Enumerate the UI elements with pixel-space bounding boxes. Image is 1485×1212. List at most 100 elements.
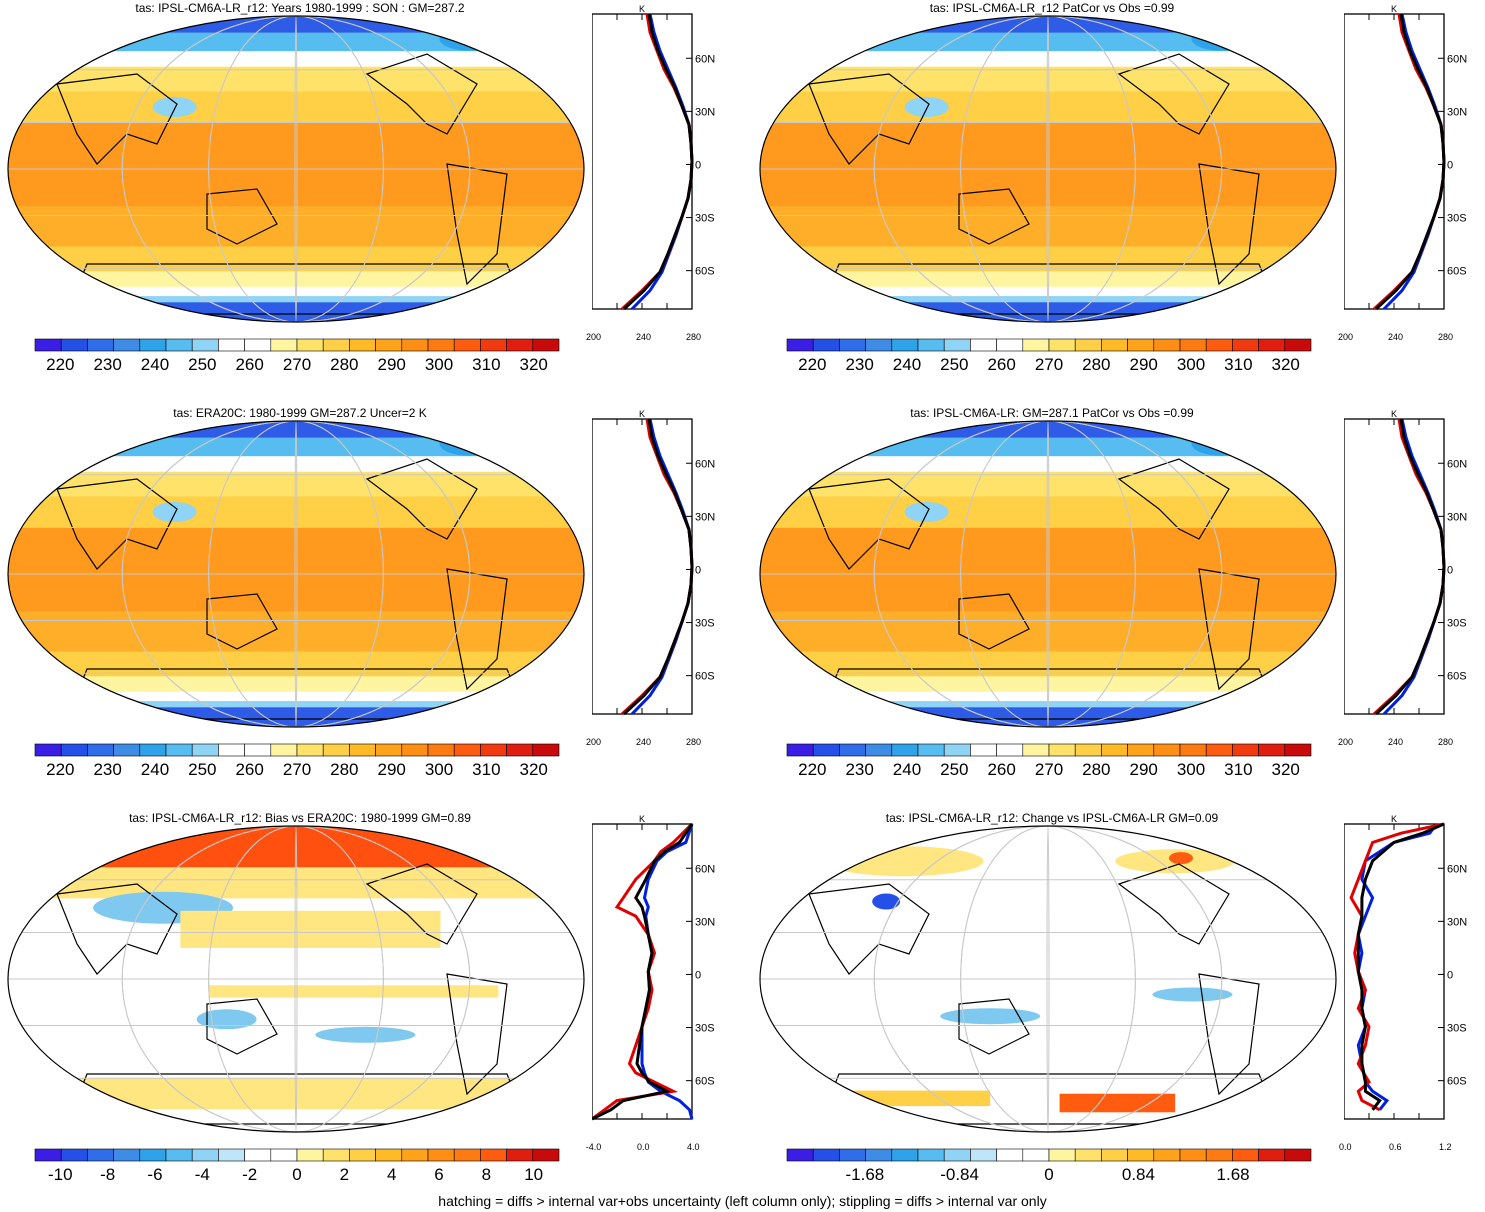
colorbar-label: 300 [424,355,454,374]
colorbar-swatch [786,743,814,757]
map-band [760,286,1336,298]
global-map [759,15,1337,323]
coastline [446,163,508,286]
global-map [7,420,585,728]
colorbar-swatch [1153,338,1181,352]
map-band [8,421,584,439]
lat-tick-label: 60N [1447,458,1467,470]
panel: tas: IPSL-CM6A-LR_r12: Change vs IPSL-CM… [752,810,1485,1210]
colorbar-swatch [786,1148,814,1162]
map-band [760,701,1336,709]
colorbar-swatch [1205,1148,1233,1162]
colorbar-label: 310 [472,760,501,779]
lat-tick-label: 60S [695,266,715,278]
colorbar-swatch [87,743,114,757]
panel: tas: IPSL-CM6A-LR_r12: Bias vs ERA20C: 1… [0,810,733,1210]
profile-line-model [620,418,694,716]
colorbar-swatch [218,743,245,757]
colorbar-label: 300 [1176,760,1206,779]
map-band [760,51,1336,68]
colorbar-label: 320 [519,760,548,779]
profile-x-tick: 200 [585,332,602,342]
colorbar-swatch [322,338,350,352]
colorbar-label: 260 [235,355,264,374]
lat-tick-label: 30N [695,916,715,928]
lat-tick-label: 60N [1447,53,1467,65]
colorbar-swatch [1101,338,1128,352]
lat-tick-label: 60S [695,1076,715,1088]
global-map [7,825,585,1133]
colorbar-swatch [139,1148,167,1162]
colorbar-swatch [891,1148,919,1162]
map-band [8,91,584,124]
colorbar-label: 4 [386,1165,397,1184]
colorbar-label: 250 [940,760,969,779]
colorbar-label: 300 [424,760,454,779]
colorbar-swatch [218,1148,245,1162]
profile-line-model [620,13,694,311]
colorbar-swatch [506,743,534,757]
colorbar-label: 0 [1044,1165,1054,1184]
coastline [1117,53,1230,135]
coastline [56,478,178,570]
map-band [8,296,584,304]
map-outline [759,15,1337,323]
coastline [1198,973,1260,1096]
profile-unit: K [1391,409,1397,419]
panel-title: tas: ERA20C: 1980-1999 GM=287.2 Uncer=2 … [173,406,427,420]
profile-line-ensemble [622,13,694,311]
coastline [958,593,1030,650]
colorbar-swatch [480,338,507,352]
colorbar-label: 300 [1176,355,1206,374]
map-band [8,691,584,703]
colorbar-label: -10 [48,1165,73,1184]
map-band [8,32,584,53]
colorbar-swatch [427,1148,455,1162]
colorbar-label: 270 [282,355,312,374]
colorbar-swatch [1048,743,1076,757]
colorbar-label: 230 [93,760,122,779]
colorbar-swatch [296,743,324,757]
profile-line-ensemble [592,823,694,1121]
colorbar-swatch [891,743,919,757]
map-band [8,286,584,298]
profile-x-tick: 200 [1337,737,1354,747]
colorbar-label: 230 [93,355,122,374]
colorbar-swatch [1284,743,1312,757]
footer-caption: hatching = diffs > internal var+obs unce… [438,1193,1047,1209]
colorbar-swatch [60,743,88,757]
colorbar-label: 260 [987,760,1016,779]
colorbar-swatch [1179,1148,1207,1162]
map-band [760,32,1336,53]
lat-tick-label: 60N [695,863,715,875]
coastline [1117,863,1230,945]
colorbar-swatch [891,338,919,352]
map-band [8,676,584,693]
colorbar-swatch [165,338,193,352]
coastline [365,458,478,540]
colorbar-swatch [60,1148,88,1162]
colorbar-swatch [87,338,114,352]
profile-line-model [1372,418,1446,716]
lat-tick-label: 60S [695,671,715,683]
colorbar-swatch [165,743,193,757]
panel-title: tas: IPSL-CM6A-LR_r12: Years 1980-1999 :… [135,1,465,15]
panel-title: tas: IPSL-CM6A-LR_r12: Bias vs ERA20C: 1… [129,811,471,825]
colorbar-swatch [218,338,245,352]
colorbar-swatch [296,338,324,352]
map-band [760,16,1336,34]
profile-x-tick: 200 [1337,332,1354,342]
colorbar-swatch [1205,743,1233,757]
coastline [808,73,930,165]
map-outline [7,15,585,323]
coastline [206,593,278,650]
colorbar-swatch [996,338,1024,352]
colorbar-label: 8 [481,1165,492,1184]
colorbar-swatch [139,338,167,352]
colorbar-swatch [917,1148,945,1162]
colorbar-swatch [1258,338,1286,352]
map-band [8,496,584,529]
colorbar-swatch [970,1148,997,1162]
coastline [808,478,930,570]
colorbar [786,743,1312,757]
